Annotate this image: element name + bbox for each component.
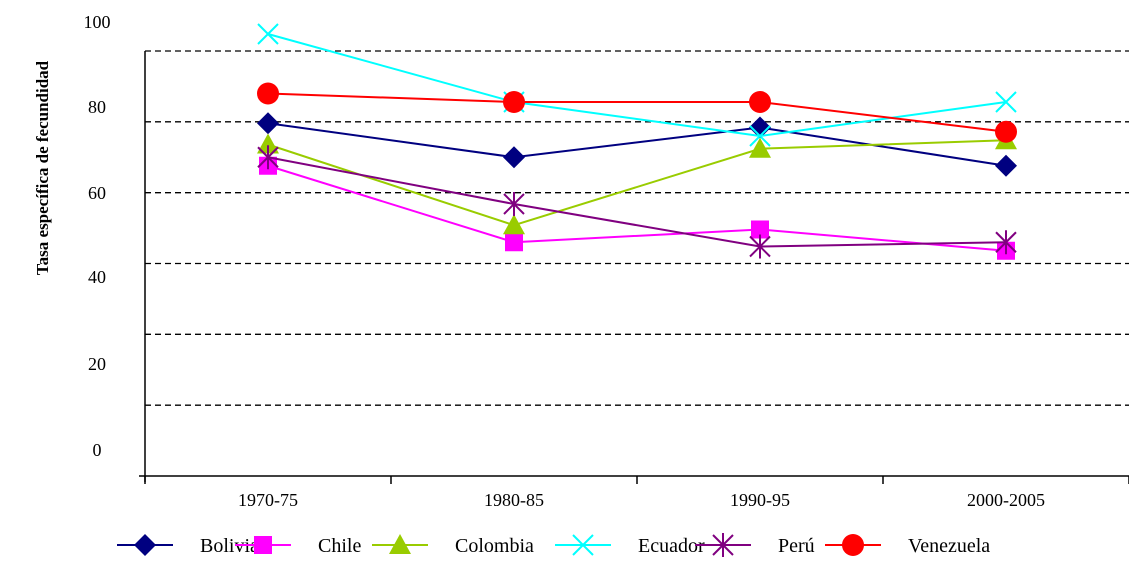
- asterisk-icon: [749, 234, 771, 259]
- legend-marker: [254, 536, 272, 554]
- asterisk-icon: [257, 145, 279, 170]
- legend: Bolivia Chile Colombia Ecuador Perú Venezuela: [117, 533, 990, 557]
- data-point: [995, 154, 1017, 177]
- legend-label: Bolivia: [200, 535, 259, 557]
- legend-marker: [389, 534, 411, 554]
- legend-item: Venezuela: [825, 534, 990, 557]
- y-axis-label: Tasa específica de fecundidad: [33, 60, 52, 275]
- legend-item: Perú: [695, 533, 815, 557]
- series-line: [267, 122, 1007, 167]
- data-point: [503, 146, 525, 169]
- data-point: [749, 137, 771, 158]
- legend-label: Perú: [778, 535, 815, 557]
- legend-label: Colombia: [455, 535, 534, 557]
- data-point: [503, 91, 525, 113]
- legend-marker: [712, 533, 734, 557]
- asterisk-icon: [503, 192, 525, 216]
- data-point: [995, 230, 1017, 255]
- data-point: [749, 125, 771, 147]
- y-tick-label: 80: [88, 97, 106, 117]
- legend-item: Chile: [235, 535, 361, 557]
- data-point: [503, 192, 525, 216]
- gridlines: [145, 50, 1129, 406]
- x-icon: [572, 534, 594, 556]
- triangle-icon: [389, 534, 411, 554]
- legend-item: Bolivia: [117, 534, 259, 557]
- circle-icon: [503, 91, 525, 113]
- series-line: [267, 33, 1007, 138]
- circle-icon: [995, 120, 1017, 143]
- data-point: [503, 214, 525, 235]
- data-point: [257, 23, 279, 45]
- x-tick-label: 1990-95: [730, 490, 790, 510]
- diamond-icon: [749, 116, 771, 139]
- data-point: [257, 145, 279, 170]
- data-point: [749, 91, 771, 113]
- series-line: [267, 156, 1007, 248]
- series-bolivia: [257, 112, 1017, 177]
- circle-icon: [842, 534, 864, 556]
- data-point: [257, 112, 279, 135]
- legend-item: Colombia: [372, 534, 534, 557]
- y-tick-label: 100: [84, 12, 111, 32]
- x-icon: [257, 23, 279, 45]
- square-icon: [254, 536, 272, 554]
- data-point: [749, 234, 771, 259]
- x-icon: [749, 125, 771, 147]
- diamond-icon: [995, 154, 1017, 177]
- square-icon: [505, 233, 523, 252]
- series-ecuador: [257, 23, 1017, 147]
- x-icon: [995, 91, 1017, 113]
- series-line: [267, 164, 1007, 252]
- series-per-: [257, 145, 1017, 259]
- x-tick-label: 1970-75: [238, 490, 298, 510]
- diamond-icon: [134, 534, 156, 556]
- triangle-icon: [749, 137, 771, 158]
- triangle-icon: [257, 133, 279, 154]
- data-point: [995, 120, 1017, 143]
- y-tick-label: 20: [88, 354, 106, 374]
- data-point: [751, 220, 769, 239]
- legend-marker: [134, 534, 156, 556]
- data-point: [505, 233, 523, 252]
- asterisk-icon: [712, 533, 734, 557]
- circle-icon: [749, 91, 771, 113]
- legend-label: Ecuador: [638, 535, 705, 557]
- legend-marker: [572, 534, 594, 556]
- series-venezuela: [257, 82, 1017, 143]
- data-point: [257, 82, 279, 105]
- legend-label: Chile: [318, 535, 361, 557]
- diamond-icon: [503, 146, 525, 169]
- x-tick-label: 1980-85: [484, 490, 544, 510]
- diamond-icon: [257, 112, 279, 135]
- y-tick-label: 0: [93, 440, 102, 460]
- legend-marker: [842, 534, 864, 556]
- legend-label: Venezuela: [908, 535, 990, 557]
- y-tick-label: 60: [88, 183, 106, 203]
- series-line: [267, 92, 1007, 133]
- square-icon: [751, 220, 769, 239]
- series-colombia: [257, 129, 1017, 235]
- data-point: [995, 91, 1017, 113]
- y-tick-label: 40: [88, 267, 106, 287]
- x-tick-label: 2000-2005: [967, 490, 1045, 510]
- data-point: [749, 116, 771, 139]
- triangle-icon: [503, 214, 525, 235]
- legend-item: Ecuador: [555, 534, 705, 557]
- asterisk-icon: [995, 230, 1017, 255]
- circle-icon: [257, 82, 279, 105]
- data-point: [257, 133, 279, 154]
- series-line: [267, 139, 1007, 227]
